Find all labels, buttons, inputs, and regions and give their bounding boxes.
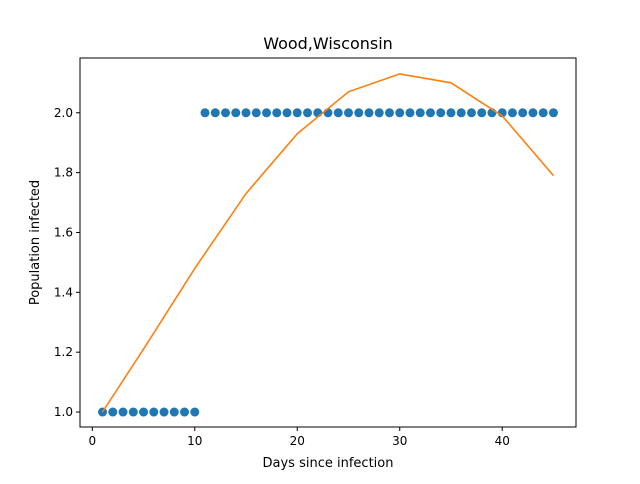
data-point [538,108,548,118]
data-point [313,108,323,118]
y-tick-label: 1.8 [54,166,73,180]
data-point [180,407,190,417]
x-tick-label: 30 [392,434,407,448]
data-point [251,108,261,118]
data-point [548,108,558,118]
data-point [323,108,333,118]
data-point [190,407,200,417]
x-tick-label: 40 [495,434,510,448]
y-tick-label: 1.4 [54,285,73,299]
plot-area [98,73,558,417]
data-point [343,108,353,118]
x-axis-label: Days since infection [263,456,394,471]
data-point [118,407,128,417]
x-tick-label: 0 [88,434,96,448]
data-point [456,108,466,118]
y-tick-label: 2.0 [54,106,73,120]
data-point [139,407,149,417]
data-point [241,108,251,118]
data-point [303,108,313,118]
data-point [395,108,405,118]
data-point [425,108,435,118]
data-point [292,108,302,118]
data-point [477,108,487,118]
fit-curve-line [101,73,555,413]
plot-frame [79,57,577,428]
data-point [272,108,282,118]
data-point [262,108,272,118]
data-point [466,108,476,118]
data-point [98,407,108,417]
data-point [446,108,456,118]
data-point [518,108,528,118]
y-tick-label: 1.6 [54,225,73,239]
data-point [200,108,210,118]
data-point [364,108,374,118]
x-axis: 0 10 20 30 40 [88,427,510,448]
data-point [354,108,364,118]
data-point [221,108,231,118]
data-point [169,407,179,417]
data-point [108,407,118,417]
data-point [528,108,538,118]
data-point [210,108,220,118]
data-point [128,407,138,417]
x-tick-label: 20 [290,434,305,448]
data-point [405,108,415,118]
data-point [333,108,343,118]
y-axis: 1.0 1.2 1.4 1.6 1.8 2.0 [54,106,80,419]
y-tick-label: 1.2 [54,345,73,359]
x-tick-label: 10 [187,434,202,448]
data-point [384,108,394,118]
y-tick-label: 1.0 [54,405,73,419]
data-point [231,108,241,118]
chart-title: Wood,Wisconsin [263,34,393,53]
data-point [374,108,384,118]
data-point [507,108,517,118]
data-point [159,407,169,417]
data-point [149,407,159,417]
data-point [415,108,425,118]
y-axis-label: Population infected [28,180,43,305]
data-point [436,108,446,118]
data-point [282,108,292,118]
